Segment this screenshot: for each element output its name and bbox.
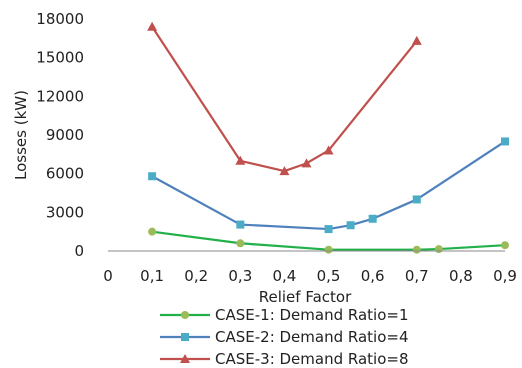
series-2 <box>148 137 509 234</box>
x-tick-label: 0,2 <box>184 267 208 285</box>
data-point <box>412 245 421 254</box>
legend-label: CASE-1: Demand Ratio=1 <box>215 306 409 324</box>
series-line <box>151 140 506 231</box>
legend-marker <box>180 354 190 363</box>
y-tick-label: 3000 <box>46 203 84 221</box>
data-point <box>324 225 333 234</box>
data-point <box>501 137 509 146</box>
series-1 <box>148 227 509 254</box>
data-point <box>147 21 158 31</box>
x-axis-title: Relief Factor <box>259 288 352 306</box>
data-point <box>236 220 245 229</box>
data-point <box>236 239 245 248</box>
x-tick-label: 0,9 <box>493 267 517 285</box>
y-tick-label: 6000 <box>46 165 84 183</box>
legend-marker <box>181 333 189 341</box>
data-point <box>501 241 509 250</box>
axes: 0 0,1 0,2 0,3 0,4 0,5 0,6 0,7 0,8 0,9 0 3000 6000 90… <box>12 10 517 306</box>
legend-item: CASE-1: Demand Ratio=1 <box>160 306 409 324</box>
plot-area <box>147 21 509 254</box>
data-point <box>434 245 443 254</box>
series-line <box>151 230 506 251</box>
y-tick-label: 18000 <box>36 10 84 28</box>
legend-label: CASE-2: Demand Ratio=4 <box>215 328 409 346</box>
x-tick-label: 0,5 <box>317 267 341 285</box>
x-tick-labels: 0 0,1 0,2 0,3 0,4 0,5 0,6 0,7 0,8 0,9 <box>103 267 517 285</box>
x-tick-label: 0,8 <box>449 267 473 285</box>
data-point <box>412 195 421 204</box>
series-3 <box>147 21 422 176</box>
x-tick-label: 0,4 <box>273 267 297 285</box>
legend-item: CASE-2: Demand Ratio=4 <box>160 328 409 346</box>
y-tick-label: 12000 <box>36 87 84 105</box>
legend: CASE-1: Demand Ratio=1 CASE-2: Demand Rat… <box>160 306 409 368</box>
x-tick-label: 0,7 <box>405 267 429 285</box>
y-axis-title: Losses (kW) <box>12 90 30 180</box>
x-tick-label: 0 <box>103 267 113 285</box>
data-point <box>235 155 246 165</box>
legend-label: CASE-3: Demand Ratio=8 <box>215 350 409 368</box>
data-point <box>324 245 333 254</box>
y-tick-label: 0 <box>74 242 84 260</box>
data-point <box>148 227 157 236</box>
y-tick-label: 9000 <box>46 126 84 144</box>
x-tick-label: 0,6 <box>361 267 385 285</box>
legend-item: CASE-3: Demand Ratio=8 <box>160 350 409 368</box>
y-tick-labels: 0 3000 6000 9000 12000 15000 18000 <box>36 10 84 260</box>
x-tick-label: 0,3 <box>228 267 252 285</box>
data-point <box>148 172 157 181</box>
data-point <box>346 221 355 230</box>
data-point <box>301 158 312 168</box>
data-point <box>368 214 377 223</box>
data-point <box>411 35 422 45</box>
data-point <box>279 166 290 176</box>
data-point <box>323 145 334 155</box>
y-tick-label: 15000 <box>36 49 84 67</box>
series-line <box>151 26 418 173</box>
legend-marker <box>181 311 189 319</box>
x-tick-label: 0,1 <box>140 267 164 285</box>
